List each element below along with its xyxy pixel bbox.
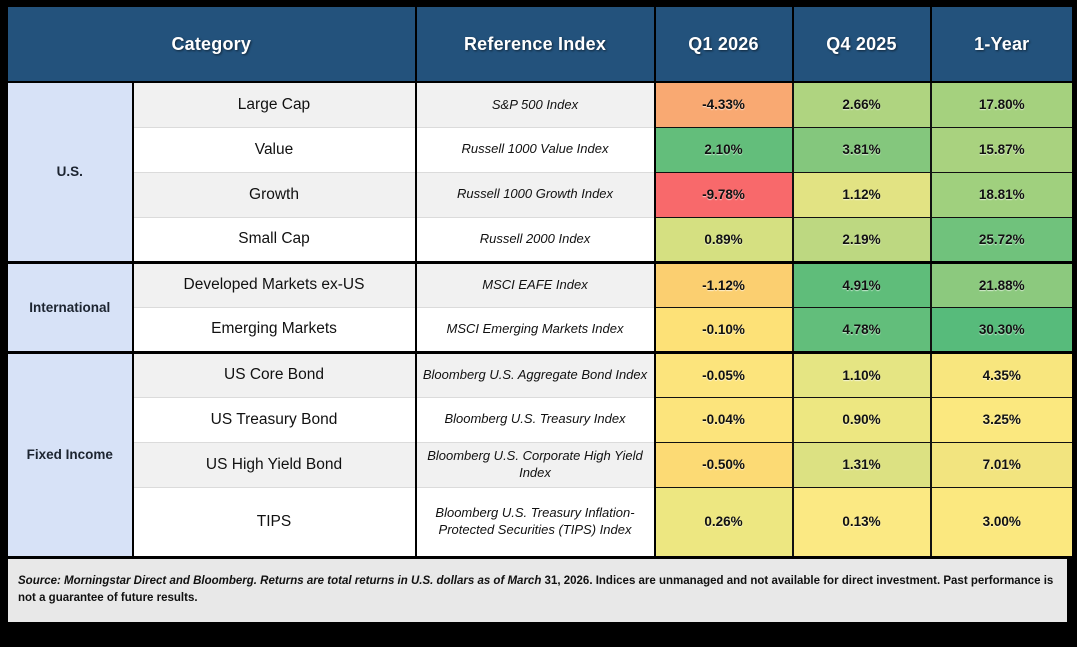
return-cell-q4: 2.19% [791,216,931,264]
source-disclaimer: Source: Morningstar Direct and Bloomberg… [5,558,1070,625]
return-cell-1year: 3.25% [929,396,1074,443]
return-cell-1year: 18.81% [929,171,1074,218]
return-cell-q1: -4.33% [653,81,793,128]
reference-index-label: Russell 1000 Growth Index [415,172,656,218]
return-cell-q4: 0.90% [791,396,931,443]
asset-class-label: US Treasury Bond [132,397,417,443]
return-cell-q1: 0.26% [653,486,793,559]
header-row: Category Reference Index Q1 2026 Q4 2025… [5,4,1075,83]
return-cell-q4: 0.13% [791,486,931,559]
return-cell-q4: 1.10% [791,351,931,398]
source-disclaimer-italic: Source: Morningstar Direct and Bloomberg… [18,574,542,587]
reference-index-label: Bloomberg U.S. Corporate High Yield Inde… [415,442,656,488]
return-cell-q1: 2.10% [653,126,793,173]
reference-index-label: Bloomberg U.S. Treasury Index [415,397,656,443]
return-cell-q4: 4.91% [791,261,931,308]
return-cell-1year: 30.30% [929,306,1074,354]
return-cell-1year: 3.00% [929,486,1074,559]
reference-index-label: Bloomberg U.S. Aggregate Bond Index [415,352,656,398]
table-row: Fixed Income US Core Bond Bloomberg U.S.… [6,351,1074,559]
return-cell-q4: 1.12% [791,171,931,218]
return-cell-q1: -0.04% [653,396,793,443]
table-row: US Treasury Bond Bloomberg U.S. Treasury… [7,396,1074,443]
return-cell-1year: 17.80% [929,81,1074,128]
reference-index-label: Russell 2000 Index [415,217,656,264]
asset-class-label: Emerging Markets [132,307,417,354]
return-cell-q1: -0.50% [653,441,793,488]
asset-class-label: Value [132,127,417,173]
market-returns-table: Category Reference Index Q1 2026 Q4 2025… [5,4,1075,559]
column-header-category: Category [5,4,417,83]
table-row: Value Russell 1000 Value Index 2.10% 3.8… [7,126,1074,173]
asset-class-label: TIPS [132,487,417,559]
category-group-label-us: U.S. [6,82,134,264]
asset-class-label: Growth [132,172,417,218]
return-cell-q1: -0.05% [653,351,793,398]
reference-index-label: Russell 1000 Value Index [415,127,656,173]
table-row: U.S. Large Cap S&P 500 Index -4.33% 2.66… [6,81,1074,264]
category-group-label-international: International [6,262,134,354]
column-header-q1-2026: Q1 2026 [653,4,794,83]
reference-index-label: Bloomberg U.S. Treasury Inflation-Protec… [415,487,656,559]
return-cell-1year: 4.35% [929,351,1074,398]
column-header-reference-index: Reference Index [414,4,656,83]
reference-index-label: MSCI Emerging Markets Index [415,307,656,354]
table-row: International Developed Markets ex-US MS… [6,261,1074,354]
return-cell-q1: 0.89% [653,216,793,264]
return-cell-1year: 21.88% [929,261,1074,308]
return-cell-q1: -1.12% [653,261,793,308]
asset-class-label: US High Yield Bond [132,442,417,488]
return-cell-q4: 3.81% [791,126,931,173]
return-cell-1year: 7.01% [929,441,1074,488]
table-row: TIPS Bloomberg U.S. Treasury Inflation-P… [7,486,1074,559]
asset-class-label: Developed Markets ex-US [132,262,417,308]
asset-class-label: Large Cap [132,82,417,128]
return-cell-q4: 1.31% [791,441,931,488]
table-row: Growth Russell 1000 Growth Index -9.78% … [7,171,1074,218]
table-row: US High Yield Bond Bloomberg U.S. Corpor… [7,441,1074,488]
column-header-q4-2025: Q4 2025 [791,4,932,83]
return-cell-q4: 4.78% [791,306,931,354]
returns-table-panel: Category Reference Index Q1 2026 Q4 2025… [5,4,1075,625]
reference-index-label: MSCI EAFE Index [415,262,656,308]
column-header-1-year: 1-Year [929,4,1075,83]
return-cell-q1: -9.78% [653,171,793,218]
table-row: Emerging Markets MSCI Emerging Markets I… [7,306,1074,354]
return-cell-q4: 2.66% [791,81,931,128]
category-group-label-fixed-income: Fixed Income [6,352,134,559]
reference-index-label: S&P 500 Index [415,82,656,128]
asset-class-label: US Core Bond [132,352,417,398]
return-cell-1year: 15.87% [929,126,1074,173]
table-row: Small Cap Russell 2000 Index 0.89% 2.19%… [7,216,1074,264]
return-cell-q1: -0.10% [653,306,793,354]
asset-class-label: Small Cap [132,217,417,264]
return-cell-1year: 25.72% [929,216,1074,264]
source-disclaimer-regular: 31, 2026. Indices are unmanaged and not … [18,574,1054,605]
